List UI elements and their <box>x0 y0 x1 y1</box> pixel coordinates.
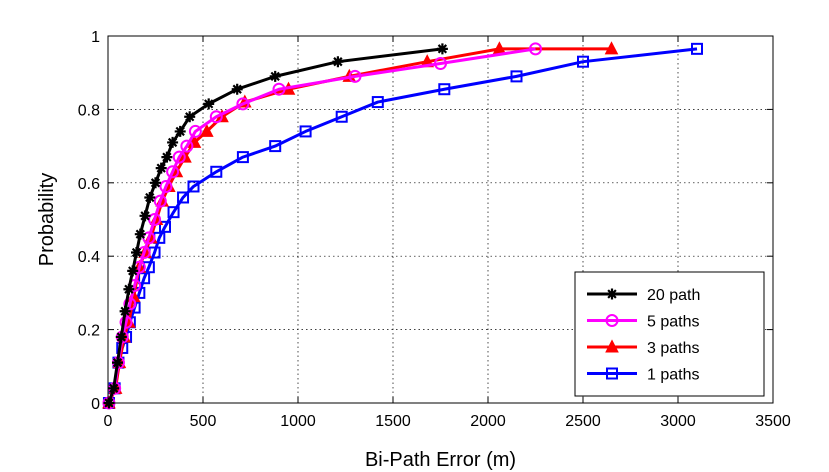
data-point-1-paths <box>269 140 282 153</box>
data-point-20-path-core <box>439 46 445 52</box>
x-tick-label: 500 <box>190 413 217 430</box>
legend-marker-20-path-core <box>609 291 615 297</box>
legend-label-20-path: 20 path <box>647 287 700 304</box>
data-point-20-path-core <box>206 101 212 107</box>
data-point-3-paths <box>604 41 619 55</box>
data-point-5-paths <box>188 124 202 138</box>
legend-label-3-paths: 3 paths <box>647 340 699 357</box>
data-point-1-paths <box>371 96 384 109</box>
data-point-20-path-core <box>177 128 183 134</box>
series-line-20-path <box>107 47 443 404</box>
legend-entry-1-paths: 1 paths <box>587 367 699 384</box>
data-point-5-paths <box>529 42 542 56</box>
y-tick-label: 0.6 <box>78 176 100 193</box>
data-point-20-path-core <box>158 165 164 171</box>
data-point-20-path-core <box>187 114 193 120</box>
data-point-1-paths <box>510 70 523 83</box>
x-tick-label: 2000 <box>470 413 506 430</box>
data-point-1-paths <box>177 191 190 204</box>
data-point-5-paths <box>236 97 250 111</box>
data-point-1-paths <box>210 165 223 178</box>
data-point-1-paths <box>236 151 249 164</box>
legend-marker-1-paths <box>606 367 618 380</box>
data-point-20-path-core <box>170 139 176 145</box>
data-point-5-paths <box>123 297 137 311</box>
data-point-1-paths <box>691 42 703 55</box>
legend-label-5-paths: 5 paths <box>647 314 699 331</box>
data-point-20-path-core <box>234 86 240 92</box>
data-point-5-paths <box>159 179 173 193</box>
data-point-20-path-core <box>134 250 139 256</box>
y-tick-label: 1 <box>91 29 100 46</box>
x-tick-label: 0 <box>104 413 113 430</box>
x-tick-label: 1000 <box>280 413 316 430</box>
x-tick-label: 1500 <box>375 413 411 430</box>
data-point-5-paths <box>348 69 362 83</box>
y-tick-label: 0 <box>91 396 100 413</box>
series-line-3-paths <box>107 47 612 404</box>
data-point-20-path-core <box>137 231 143 237</box>
data-point-5-paths <box>166 165 180 179</box>
data-point-1-paths <box>438 83 451 96</box>
data-point-5-paths <box>209 110 223 124</box>
x-axis-title: Bi-Path Error (m) <box>365 449 516 471</box>
data-point-20-path-core <box>111 385 117 391</box>
legend: 20 path 5 paths 3 paths 1 paths <box>574 271 765 397</box>
data-point-20-path-core <box>130 268 136 274</box>
data-point-20-path-core <box>272 73 278 79</box>
data-point-20-path-core <box>147 194 153 200</box>
x-tick-label: 3500 <box>755 413 791 430</box>
y-tick-label: 0.2 <box>78 323 100 340</box>
series-line-5-paths <box>107 47 536 404</box>
series-20-path <box>103 43 448 409</box>
data-point-1-paths <box>299 125 312 138</box>
legend-label-1-paths: 1 paths <box>647 367 699 384</box>
y-tick-label: 0.8 <box>78 102 100 119</box>
data-point-20-path-core <box>153 180 158 186</box>
y-tick-label: 0.4 <box>78 249 100 266</box>
data-point-5-paths <box>180 139 194 153</box>
data-point-20-path-core <box>115 360 120 366</box>
legend-marker-3-paths <box>605 339 619 353</box>
data-point-1-paths <box>577 55 589 68</box>
series-layer <box>102 41 703 410</box>
legend-entry-3-paths: 3 paths <box>587 339 699 357</box>
y-axis-title: Probability <box>36 173 58 266</box>
data-point-1-paths <box>335 110 348 123</box>
data-point-5-paths <box>272 82 286 96</box>
plot-frame <box>107 35 774 404</box>
legend-entry-5-paths: 5 paths <box>587 314 699 331</box>
data-point-1-paths <box>159 220 171 233</box>
data-point-20-path-core <box>164 154 170 160</box>
data-point-1-paths <box>167 206 180 219</box>
data-point-5-paths <box>153 194 167 208</box>
x-tick-label: 3000 <box>660 413 696 430</box>
x-tick-label: 2500 <box>565 413 601 430</box>
data-point-20-path-core <box>335 59 341 65</box>
data-point-5-paths <box>434 57 447 71</box>
data-point-3-paths <box>199 123 214 137</box>
legend-marker-5-paths <box>605 314 619 327</box>
data-point-20-path-core <box>118 334 124 340</box>
ticks: 0 500 1000 1500 2000 2500 3000 3500 0 0.2 0.4 0.6 0.… <box>78 29 791 430</box>
data-point-1-paths <box>187 180 200 193</box>
series-3-paths <box>102 41 619 409</box>
data-point-20-path-core <box>126 286 132 292</box>
data-point-20-path-core <box>142 213 148 219</box>
data-point-1-paths <box>138 272 151 285</box>
data-point-5-paths <box>119 315 133 329</box>
legend-entry-20-path: 20 path <box>587 287 700 304</box>
data-point-5-paths <box>172 150 186 164</box>
data-point-20-path-core <box>122 308 128 314</box>
